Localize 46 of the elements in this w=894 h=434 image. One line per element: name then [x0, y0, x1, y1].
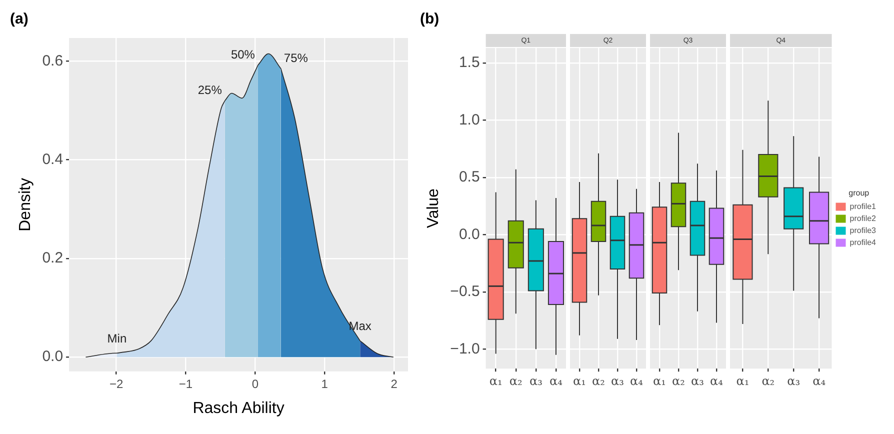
x-tick-label: α₁	[736, 374, 750, 388]
annotation: 25%	[198, 82, 222, 97]
x-tick-label: α₂	[509, 374, 523, 388]
annotation: Max	[348, 319, 372, 334]
y-tick-label: 0.5	[458, 168, 480, 186]
x-tick-label: α₁	[653, 374, 666, 388]
legend-label: profile4	[850, 238, 877, 248]
legend-label: profile3	[850, 226, 877, 236]
y-axis-title: Value	[425, 188, 442, 228]
y-axis-title: Density	[17, 178, 34, 232]
legend-label: profile2	[850, 214, 877, 224]
x-tick-label: α₁	[489, 374, 502, 388]
x-tick-label: −2	[109, 376, 124, 391]
x-tick-label: α₃	[691, 374, 704, 388]
x-tick-label: 0	[252, 376, 259, 391]
y-tick-label: 1.5	[458, 54, 480, 72]
x-tick-label: α₄	[630, 374, 644, 388]
y-tick-label: 0.6	[42, 52, 64, 70]
legend-title: group	[848, 188, 870, 198]
x-tick-label: α₃	[611, 374, 624, 388]
y-tick-label: 0.2	[42, 250, 64, 267]
x-tick-label: α₄	[550, 374, 563, 388]
y-tick-label: −0.5	[450, 283, 480, 300]
x-tick-label: α₁	[573, 374, 586, 388]
x-axis-title: Rasch Ability	[192, 400, 284, 417]
chart-title: (b)	[420, 10, 440, 28]
annotation: 50%	[230, 47, 256, 62]
x-tick-label: α₃	[787, 374, 800, 388]
x-tick-label: α₂	[672, 374, 686, 388]
y-tick-label: 1.0	[458, 111, 480, 128]
legend-label: profile1	[850, 202, 877, 212]
y-tick-label: −1.0	[450, 340, 480, 358]
x-tick-label: 1	[321, 376, 328, 391]
x-tick-label: α₃	[529, 374, 543, 388]
x-tick-label: 2	[390, 376, 398, 391]
chart-title: (a)	[10, 10, 28, 28]
y-tick-label: 0.0	[458, 226, 480, 243]
x-tick-label: −1	[178, 376, 193, 391]
x-tick-label: α₄	[710, 374, 724, 388]
x-tick-label: α₂	[762, 374, 775, 388]
x-tick-label: α₄	[812, 374, 826, 388]
x-tick-label: α₂	[592, 374, 606, 388]
annotation: 75%	[284, 50, 308, 65]
annotation: Min	[107, 331, 127, 346]
y-tick-label: 0.4	[42, 150, 64, 168]
y-tick-label: 0.0	[42, 348, 64, 366]
